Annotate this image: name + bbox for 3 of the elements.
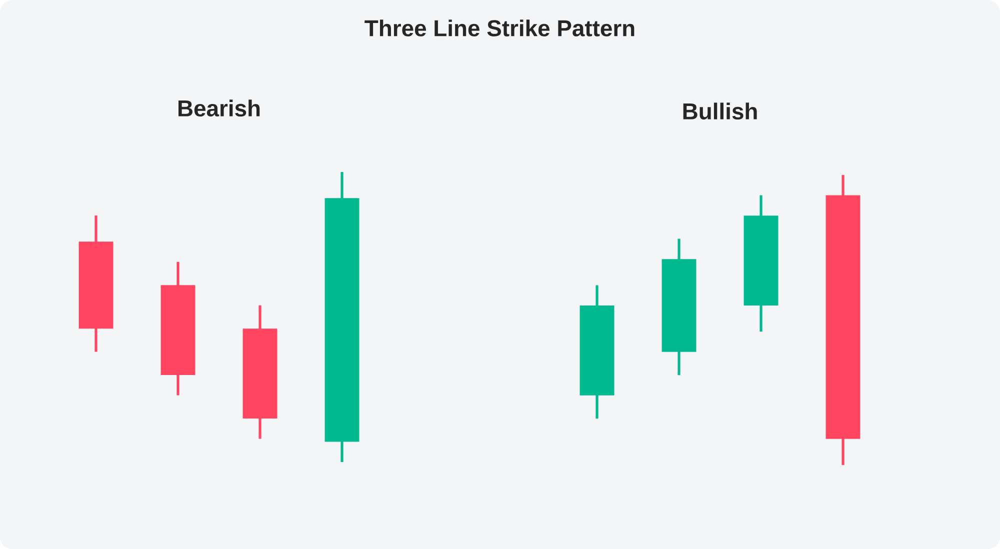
chart-title: Bullish bbox=[683, 102, 757, 120]
chart-title: Bearish bbox=[178, 100, 260, 116]
text: Three Line Strike Pattern bbox=[364, 20, 634, 36]
